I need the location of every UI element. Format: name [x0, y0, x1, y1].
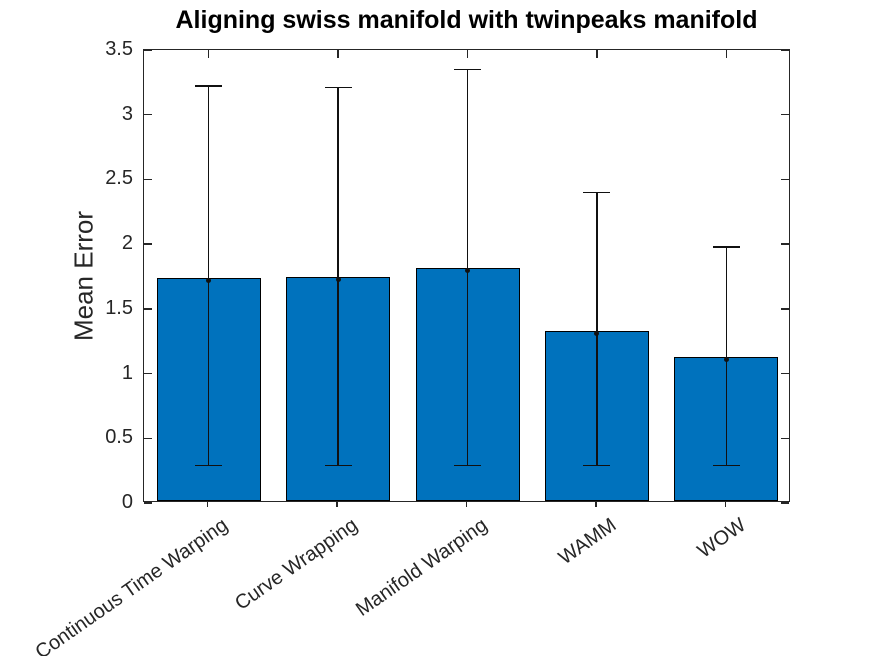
y-tick-label: 0 [121, 491, 133, 513]
error-bar-cap-bottom [583, 464, 611, 467]
x-tick-mark-bottom [336, 502, 338, 507]
x-tick-mark-top [596, 50, 598, 58]
y-tick-mark-right [781, 437, 789, 439]
error-bar-cap-bottom [454, 464, 481, 467]
y-tick-mark-left [144, 308, 152, 310]
x-tick-mark-bottom [465, 502, 468, 507]
y-tick-label: 1 [121, 361, 133, 384]
error-bar-mean-marker [594, 330, 600, 336]
error-bar-cap-top [195, 85, 223, 88]
x-tick-mark-bottom [724, 502, 726, 507]
y-tick-mark-right [781, 114, 789, 116]
error-bar-cap-top [583, 191, 611, 194]
x-tick-mark-top [208, 50, 210, 58]
y-tick-label: 3 [121, 102, 133, 125]
y-axis-label: Mean Error [68, 210, 99, 341]
error-bar-cap-top [454, 68, 481, 71]
y-tick-label: 2 [121, 232, 133, 255]
error-bar-mean-marker [335, 276, 341, 282]
error-bar-line [337, 87, 339, 466]
error-bar-mean-marker [465, 267, 470, 273]
error-bar-mean-marker [206, 277, 212, 283]
y-tick-mark-right [781, 49, 789, 51]
y-tick-mark-left [144, 178, 152, 181]
y-tick-label: 1.5 [105, 296, 133, 319]
x-tick-label: WAMM [554, 514, 621, 570]
y-tick-mark-right [781, 308, 789, 310]
y-tick-label: 3.5 [105, 38, 133, 60]
y-tick-mark-right [781, 502, 789, 504]
x-tick-mark-bottom [595, 502, 597, 507]
y-tick-mark-right [781, 243, 789, 245]
x-tick-mark-top [466, 50, 469, 58]
x-tick-mark-top [337, 50, 339, 58]
error-bar-cap-top [324, 86, 352, 89]
error-bar-line [207, 86, 210, 466]
x-tick-mark-top [725, 50, 727, 58]
error-bar-line [596, 192, 598, 466]
y-tick-mark-left [144, 372, 152, 375]
y-tick-label: 2.5 [105, 167, 133, 190]
error-bar-line [725, 246, 728, 466]
y-tick-mark-left [144, 114, 152, 116]
error-bar-cap-bottom [324, 464, 352, 467]
plot-area [143, 49, 790, 504]
error-bar-line [466, 69, 469, 466]
y-tick-mark-left [144, 502, 152, 504]
x-tick-label: Continuous Time Warping [31, 514, 233, 656]
y-tick-mark-right [781, 372, 789, 375]
y-tick-mark-left [144, 243, 152, 245]
x-tick-label: WOW [693, 514, 750, 563]
y-tick-mark-left [144, 49, 152, 51]
y-tick-mark-right [781, 178, 789, 181]
x-tick-label: Manifold Warping [351, 514, 492, 621]
x-tick-mark-bottom [207, 502, 209, 507]
error-bar-mean-marker [723, 356, 729, 362]
y-tick-label: 0.5 [105, 426, 133, 449]
error-bar-cap-top [712, 245, 740, 248]
error-bar-cap-bottom [712, 464, 740, 467]
x-tick-label: Curve Wrapping [231, 514, 362, 615]
chart-title: Aligning swiss manifold with twinpeaks m… [175, 6, 758, 34]
y-tick-mark-left [144, 437, 152, 439]
error-bar-cap-bottom [195, 464, 223, 467]
